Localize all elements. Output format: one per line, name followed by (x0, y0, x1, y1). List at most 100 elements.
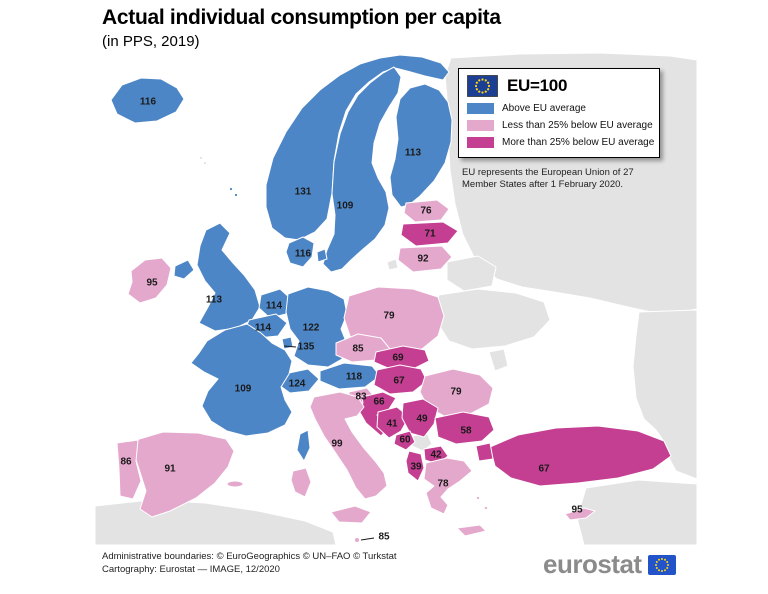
pointer-line-malta (360, 537, 375, 541)
greece-shape (423, 457, 473, 515)
aegean-island-shape (483, 505, 489, 511)
france-shape (190, 323, 293, 437)
value-label-austria: 118 (346, 372, 363, 383)
cyprus-shape (564, 507, 596, 521)
legend-note: EU represents the European Union of 27 M… (462, 167, 634, 191)
bulgaria-shape (434, 411, 495, 445)
value-label-ireland: 95 (146, 278, 158, 289)
shetland-shape (233, 192, 239, 198)
value-label-luxembourg: 135 (298, 342, 315, 353)
value-label-slovakia: 69 (392, 353, 404, 364)
value-label-spain: 91 (164, 464, 176, 475)
eurostat-logo-text: eurostat (543, 549, 642, 579)
legend-swatch-below25 (467, 120, 494, 131)
legend-label-below25plus: More than 25% below EU average (502, 137, 655, 148)
value-label-finland: 113 (405, 148, 422, 159)
eurostat-logo-flag-icon (647, 554, 676, 575)
lithuania-shape (397, 245, 453, 273)
value-label-estonia: 76 (420, 206, 432, 217)
hungary-shape (373, 364, 428, 395)
value-label-greece: 78 (437, 479, 449, 490)
middle-east-shape (576, 479, 698, 546)
sardinia-shape (290, 467, 312, 498)
pointer-line-luxembourg (283, 345, 297, 348)
value-label-serbia: 49 (416, 414, 428, 425)
moldova-shape (488, 348, 509, 372)
legend-item-above: Above EU average (467, 103, 651, 114)
legend-label-below25: Less than 25% below EU average (502, 120, 653, 131)
austria-shape (319, 362, 381, 390)
credits-cartography: Cartography: Eurostat — IMAGE, 12/2020 (102, 564, 280, 576)
ireland-shape (127, 257, 172, 304)
value-label-north-macedonia: 42 (430, 450, 442, 461)
value-label-portugal: 86 (120, 457, 132, 468)
spain-shape (133, 431, 235, 518)
eurostat-logo: eurostat (543, 549, 676, 580)
estonia-shape (403, 199, 450, 223)
value-label-germany: 122 (303, 323, 320, 334)
credits-boundaries: Administrative boundaries: © EuroGeograp… (102, 551, 397, 562)
balearic-islands-shape (226, 480, 244, 488)
value-label-denmark: 116 (295, 249, 312, 260)
value-label-bulgaria: 58 (460, 426, 472, 437)
albania-shape (405, 450, 425, 482)
great-britain-shape (196, 222, 261, 332)
value-label-iceland: 116 (140, 97, 157, 108)
value-label-bosnia-herzegovina: 41 (386, 419, 398, 430)
crete-shape (456, 524, 487, 537)
value-label-poland: 79 (383, 311, 395, 322)
value-label-belgium: 114 (255, 323, 272, 334)
bosnia-herzegovina-shape (376, 406, 410, 439)
finland-shape (389, 83, 453, 208)
value-label-malta: 85 (378, 532, 390, 543)
value-label-norway: 131 (295, 187, 312, 198)
value-label-italy: 99 (331, 439, 343, 450)
value-label-netherlands: 114 (266, 301, 283, 312)
faroe-islands-shape (202, 160, 208, 166)
montenegro-shape (393, 430, 416, 451)
slovakia-shape (373, 345, 430, 370)
value-label-slovenia: 83 (355, 392, 367, 403)
corsica-shape (296, 429, 311, 462)
value-label-czechia: 85 (352, 344, 364, 355)
legend-swatch-above (467, 103, 494, 114)
legend: EU=100 Above EU average Less than 25% be… (458, 68, 660, 158)
iceland-shape (110, 77, 185, 124)
value-label-latvia: 71 (424, 229, 436, 240)
value-label-romania: 79 (450, 387, 462, 398)
value-label-hungary: 67 (393, 376, 405, 387)
faroe-islands-shape (198, 155, 204, 161)
kaliningrad-shape (386, 258, 399, 271)
sweden-shape (322, 66, 402, 273)
denmark-islands-shape (316, 248, 328, 263)
germany-shape (285, 286, 348, 368)
value-label-croatia: 66 (373, 397, 385, 408)
legend-label-above: Above EU average (502, 103, 586, 114)
denmark-shape (285, 236, 315, 268)
legend-header: EU=100 (467, 75, 651, 97)
value-label-france: 109 (235, 384, 252, 395)
legend-item-below25: Less than 25% below EU average (467, 120, 653, 131)
page-subtitle: (in PPS, 2019) (102, 33, 200, 50)
latvia-shape (400, 221, 459, 247)
value-label-albania: 39 (410, 462, 422, 473)
malta-shape (354, 537, 360, 543)
turkey-shape (489, 425, 672, 487)
map-credits: Administrative boundaries: © EuroGeograp… (102, 550, 397, 577)
northern-ireland-shape (173, 259, 195, 280)
value-label-united-kingdom: 113 (206, 295, 223, 306)
page-title: Actual individual consumption per capita (102, 6, 501, 29)
value-label-cyprus: 95 (571, 505, 583, 516)
sicily-shape (330, 505, 372, 524)
value-label-lithuania: 92 (417, 254, 429, 265)
value-label-montenegro: 60 (399, 435, 411, 446)
luxembourg-shape (281, 336, 294, 350)
eu-flag-icon (467, 75, 498, 97)
value-label-sweden: 109 (337, 201, 354, 212)
portugal-shape (116, 439, 142, 500)
shetland-shape (228, 186, 234, 192)
value-label-switzerland: 124 (289, 379, 306, 390)
italy-shape (309, 391, 388, 500)
turkey-europe-shape (475, 442, 494, 462)
legend-item-below25plus: More than 25% below EU average (467, 137, 655, 148)
